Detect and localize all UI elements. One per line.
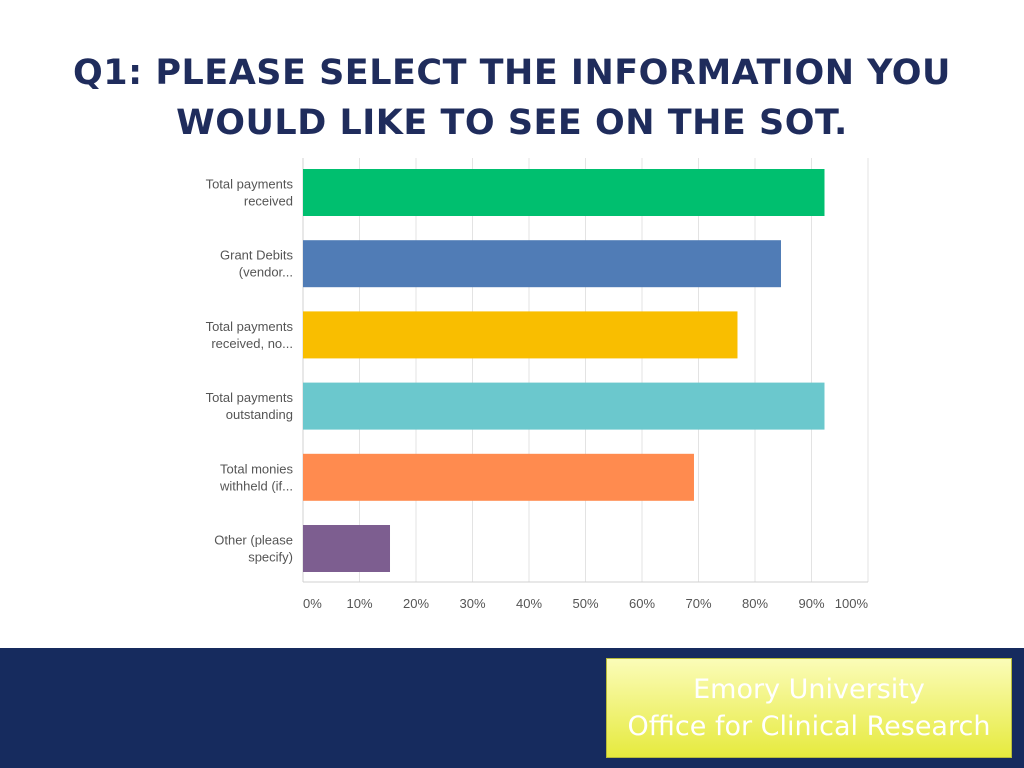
x-tick-label: 100% [835, 596, 869, 611]
category-label: Total payments [206, 319, 294, 334]
x-tick-label: 70% [685, 596, 711, 611]
bar [303, 453, 694, 501]
bar [303, 169, 825, 216]
category-label: received [244, 194, 293, 209]
x-tick-label: 40% [516, 596, 542, 611]
category-label: specify) [248, 550, 293, 565]
category-label: (vendor... [239, 265, 293, 280]
x-tick-label: 60% [629, 596, 655, 611]
x-tick-label: 50% [572, 596, 598, 611]
bar-chart: Total payments received Grant Debits (vendo… [206, 158, 869, 611]
x-tick-label: 0% [303, 596, 322, 611]
category-label: Total payments [206, 177, 294, 192]
slide-title: Q1: PLEASE SELECT THE INFORMATION YOU WO… [60, 48, 964, 148]
category-label: received, no... [211, 336, 293, 351]
category-label: Total payments [206, 390, 294, 405]
x-tick-label: 20% [403, 596, 429, 611]
slide-title-line-2: WOULD LIKE TO SEE ON THE SOT. [176, 103, 848, 143]
organization-logo-box: Emory University Office for Clinical Res… [606, 658, 1012, 758]
office-name: Office for Clinical Research [627, 711, 991, 742]
bar [303, 525, 391, 572]
category-label: withheld (if... [219, 478, 293, 493]
organization-name: Emory University [693, 674, 925, 705]
x-tick-label: 10% [346, 596, 372, 611]
bar [303, 240, 781, 288]
x-tick-label: 90% [798, 596, 824, 611]
category-label: Other (please [214, 533, 293, 548]
x-tick-label: 80% [742, 596, 768, 611]
slide-title-line-1: Q1: PLEASE SELECT THE INFORMATION YOU [73, 53, 951, 93]
bar [303, 311, 738, 359]
category-label: outstanding [226, 407, 293, 422]
category-label: Grant Debits [220, 248, 293, 263]
category-label: Total monies [220, 461, 293, 476]
bar [303, 382, 825, 430]
x-tick-label: 30% [459, 596, 485, 611]
